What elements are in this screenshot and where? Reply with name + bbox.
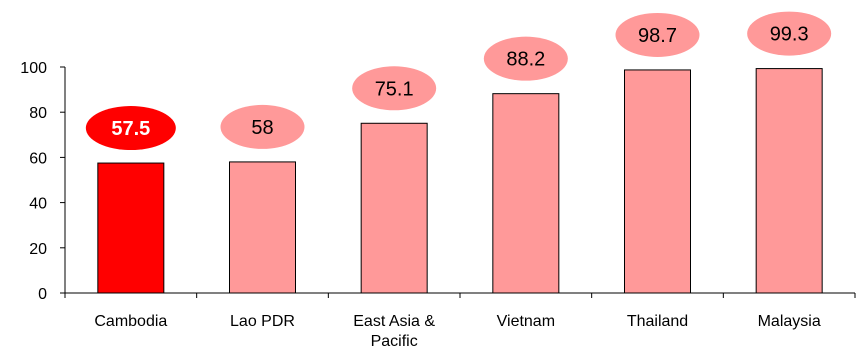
y-axis: 0 20 40 60 80 100	[20, 60, 66, 303]
data-labels-group: 57.5 58 75.1 88.2 98.7 99.3	[85, 11, 832, 151]
data-label: 99.3	[770, 24, 809, 46]
data-label-bubble	[615, 12, 700, 57]
y-tick-label: 100	[20, 60, 47, 77]
data-label-bubble	[352, 66, 437, 111]
y-tick-label: 80	[29, 105, 47, 122]
data-label: 75.1	[375, 78, 414, 100]
data-label-bubble	[220, 104, 305, 149]
y-tick-label: 40	[29, 196, 47, 213]
data-label-bubble	[483, 36, 568, 81]
y-tick-label: 60	[29, 150, 47, 167]
bar-cambodia	[97, 162, 165, 294]
x-category-label: Vietnam	[497, 313, 555, 330]
data-label: 88.2	[506, 49, 545, 71]
bar-east-asia-pacific	[360, 122, 428, 294]
bar-malaysia	[755, 68, 823, 294]
bar-vietnam	[492, 93, 560, 294]
x-category-label: Thailand	[627, 313, 688, 330]
bar-lao-pdr	[229, 161, 296, 294]
x-category-label: East Asia &	[353, 313, 435, 330]
data-label: 98.7	[638, 25, 677, 47]
x-category-label: Lao PDR	[230, 313, 295, 330]
y-tick-label: 20	[29, 241, 47, 258]
x-category-label: Pacific	[371, 333, 418, 349]
x-category-label: Malaysia	[758, 313, 821, 330]
x-axis: Cambodia Lao PDR East Asia & Pacific Vietnam…	[64, 292, 856, 349]
bar-thailand	[624, 69, 691, 294]
x-category-label: Cambodia	[94, 313, 167, 330]
data-label: 57.5	[111, 118, 150, 140]
bars-group	[97, 68, 823, 294]
data-label: 58	[251, 117, 273, 139]
y-tick-label: 0	[38, 286, 47, 303]
data-label-bubble	[747, 11, 832, 56]
data-label-bubble	[85, 106, 176, 151]
